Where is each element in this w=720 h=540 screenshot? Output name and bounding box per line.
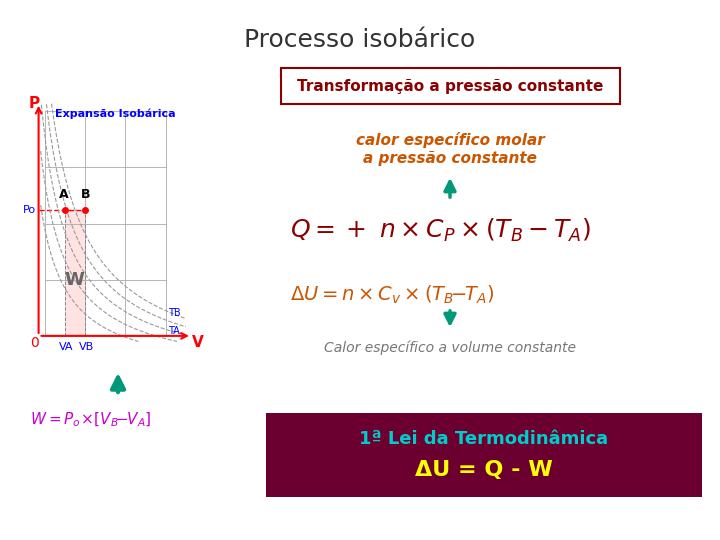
Text: a pressão constante: a pressão constante [363, 151, 537, 165]
Text: W: W [65, 271, 85, 289]
Text: TA: TA [168, 327, 179, 336]
Text: P: P [29, 97, 40, 111]
FancyBboxPatch shape [266, 413, 702, 497]
Text: Transformação a pressão constante: Transformação a pressão constante [297, 78, 603, 93]
Text: V: V [192, 335, 204, 350]
Text: $\Delta U = n \times C_v \times (T_B\!\!-\!\!T_A)$: $\Delta U = n \times C_v \times (T_B\!\!… [290, 284, 495, 306]
Text: $W = P_o\!\times\! [V_B\!\!-\!\!V_A]$: $W = P_o\!\times\! [V_B\!\!-\!\!V_A]$ [30, 411, 152, 429]
Text: calor específico molar: calor específico molar [356, 132, 544, 148]
Text: $Q = +\ n \times C_P \times (T_B - T_A)$: $Q = +\ n \times C_P \times (T_B - T_A)$ [290, 217, 591, 244]
Text: Processo isobárico: Processo isobárico [244, 28, 476, 52]
Text: TB: TB [168, 308, 180, 318]
Text: ΔU = Q - W: ΔU = Q - W [415, 460, 553, 480]
Text: Po: Po [22, 205, 35, 214]
Text: Expansão Isobárica: Expansão Isobárica [55, 109, 176, 119]
Text: VA: VA [59, 342, 73, 352]
Text: A: A [59, 188, 68, 201]
Text: 1ª Lei da Termodinâmica: 1ª Lei da Termodinâmica [359, 430, 608, 448]
FancyBboxPatch shape [281, 68, 620, 104]
Text: VB: VB [79, 342, 94, 352]
Text: B: B [81, 188, 91, 201]
Text: 0: 0 [30, 336, 40, 350]
Text: Calor específico a volume constante: Calor específico a volume constante [324, 341, 576, 355]
Polygon shape [65, 210, 85, 336]
